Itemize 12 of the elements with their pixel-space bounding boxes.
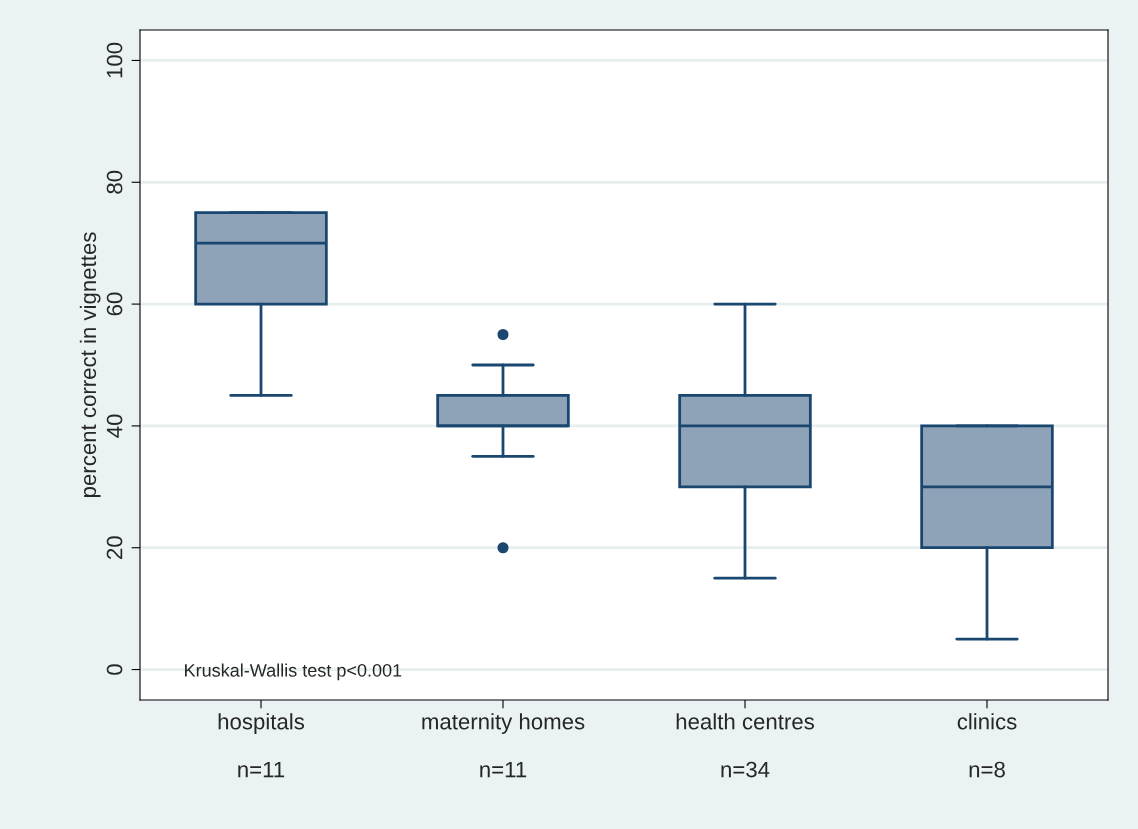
annotation: Kruskal-Wallis test p<0.001 [185,663,402,681]
y-axis-title: percent correct in vignettes [79,232,101,497]
category-label: clinics n=8 [957,713,1017,778]
y-tick-label: 20 [106,536,123,559]
category-label: health centres n=34 [676,713,814,778]
y-tick-label: 40 [106,414,123,438]
y-tick-label: 100 [106,42,123,78]
y-tick-label: 80 [106,170,123,194]
y-tick-label: 0 [106,664,123,675]
category-label: hospitals n=11 [218,713,305,778]
y-tick-label: 60 [106,292,123,316]
category-label: maternity homes n=11 [422,713,585,778]
